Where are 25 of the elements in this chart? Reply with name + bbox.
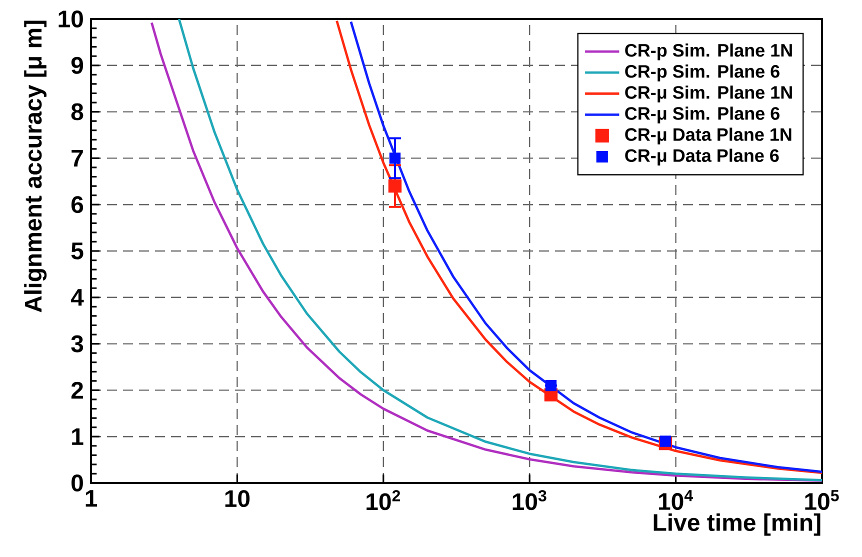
y-tick-label: 1 <box>72 428 84 445</box>
y-tick-label: 5 <box>71 242 84 260</box>
x-axis-title: Live time [min] <box>654 513 820 536</box>
y-tick-label: 2 <box>71 382 83 399</box>
x-tick-label: 10$^{4}$ <box>659 490 694 510</box>
legend-label: CR-μ Data Plane 1N <box>625 128 792 144</box>
y-tick-label: 3 <box>71 335 84 352</box>
x-tick-label: 10$^{5}$ <box>805 490 839 510</box>
y-tick-label: 4 <box>70 289 84 306</box>
y-tick-label: 7 <box>72 150 83 166</box>
x-tick-label: 1 <box>86 490 97 507</box>
y-tick-label: 8 <box>71 103 84 120</box>
x-tick-label: 10$^{2}$ <box>366 490 400 510</box>
y-axis-title: Alignment accuracy [μ m] <box>24 20 47 312</box>
legend-label: CR-μ Data Plane 6 <box>625 148 779 166</box>
legend-label: CR-p Sim. Plane 1N <box>625 44 792 60</box>
x-tick-label: 10 <box>225 490 250 508</box>
y-tick-label: 6 <box>71 196 84 214</box>
y-tick-label: 10 <box>58 10 83 28</box>
y-tick-label: 9 <box>71 56 84 74</box>
x-tick-label: 10$^{3}$ <box>512 490 546 510</box>
legend-label: CR-μ Sim. Plane 6 <box>625 106 780 124</box>
legend-label: CR-p Sim. Plane 6 <box>625 64 780 82</box>
y-tick-label: 0 <box>72 474 83 492</box>
legend-label: CR-μ Sim. Plane 1N <box>625 86 792 102</box>
